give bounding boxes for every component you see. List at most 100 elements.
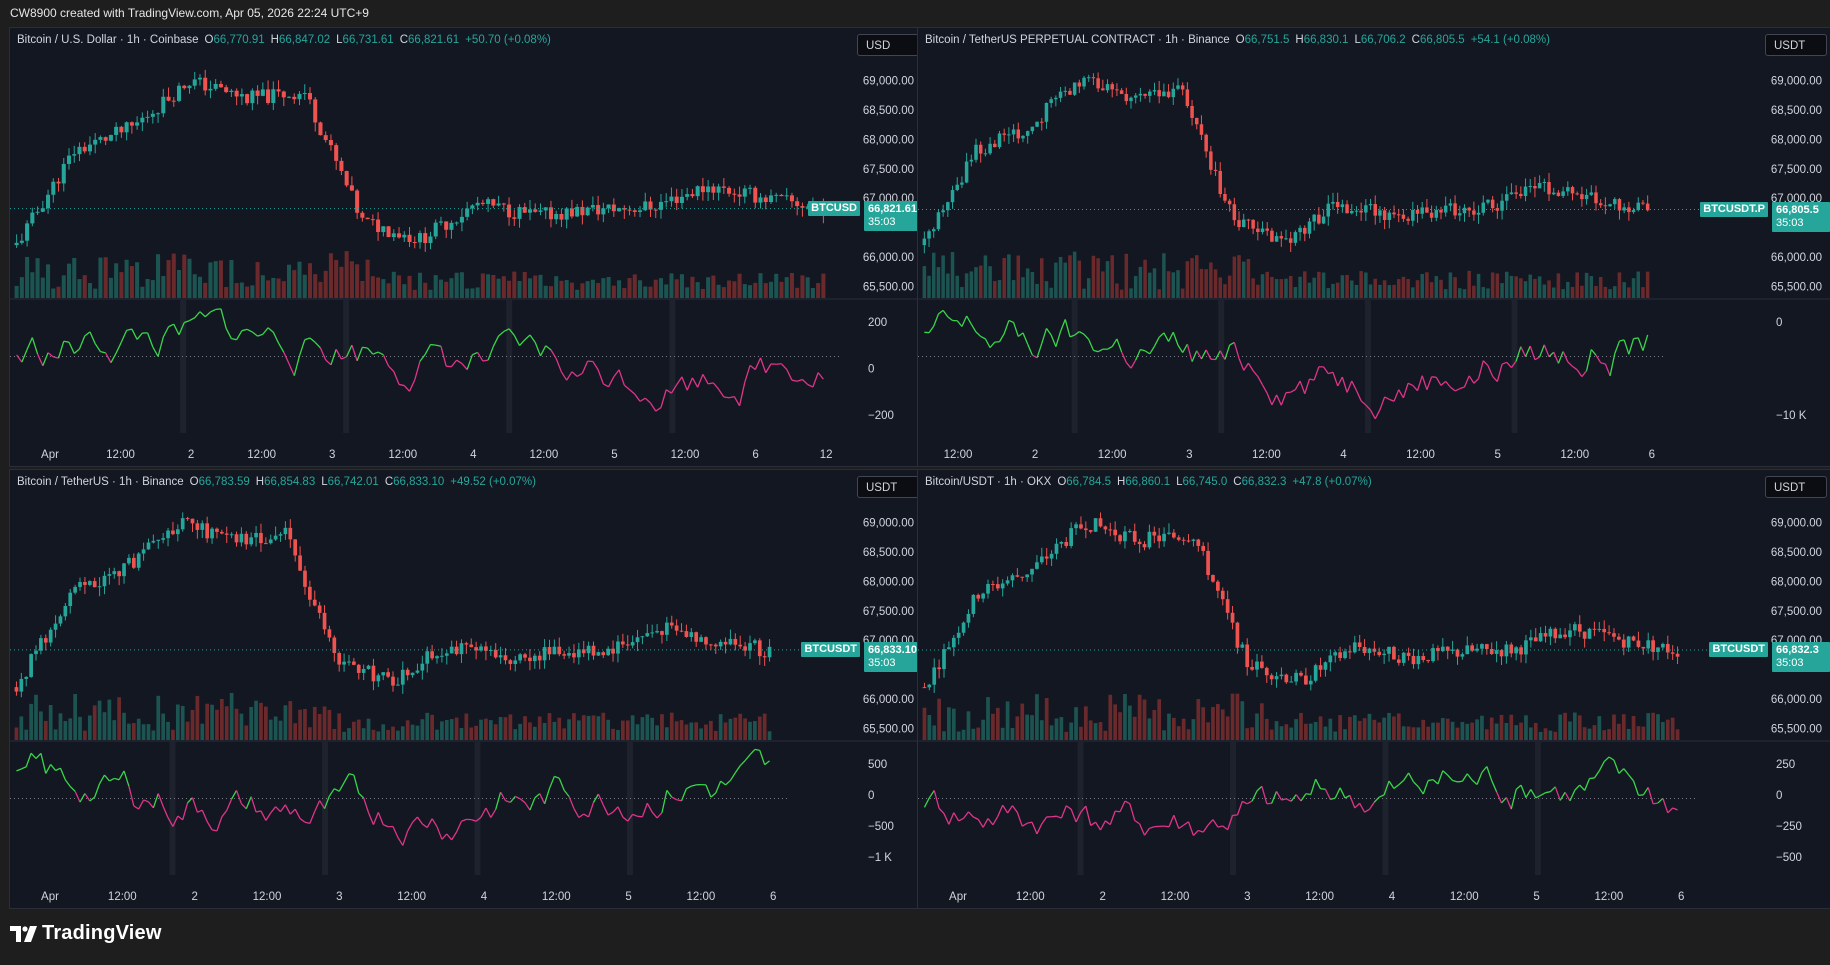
oscillator-segment: [1576, 369, 1583, 377]
symbol-legend: Bitcoin / U.S. Dollar · 1h · Coinbase O66…: [17, 34, 551, 46]
currency-button[interactable]: USDT: [857, 476, 919, 498]
candle: [166, 87, 171, 102]
ohlc-value: 66,854.83: [264, 476, 316, 488]
time-tick-label: Apr: [41, 891, 59, 903]
volume-bar: [542, 722, 547, 740]
oscillator-segment: [231, 790, 238, 800]
oscillator-segment: [1242, 800, 1248, 805]
volume-bar: [533, 275, 538, 298]
volume-bar: [140, 286, 145, 298]
oscillator-segment: [1652, 802, 1659, 805]
ohlc-value: 66,832.3: [1241, 476, 1287, 488]
candle: [757, 638, 762, 665]
volume-bar: [1396, 279, 1401, 298]
candle: [1665, 635, 1670, 660]
last-price: 66,833.10: [868, 643, 917, 656]
currency-button[interactable]: USDT: [1765, 34, 1827, 56]
volume-bar: [474, 725, 478, 740]
oscillator-segment: [923, 797, 930, 808]
candle: [713, 643, 718, 654]
candle: [391, 229, 396, 241]
oscillator-segment: [691, 377, 699, 388]
oscillator-segment: [1111, 338, 1118, 347]
candle: [1646, 632, 1651, 654]
candle: [268, 534, 273, 545]
candle: [1547, 172, 1551, 202]
candle: [1186, 534, 1191, 543]
oscillator-segment: [1445, 380, 1451, 388]
oscillator-segment: [211, 829, 218, 832]
osc-tick-label: −500: [868, 821, 894, 833]
candle: [117, 570, 121, 586]
volume-bar: [102, 712, 107, 740]
volume-bar: [690, 276, 695, 298]
candle: [292, 93, 297, 104]
candle: [1137, 538, 1142, 553]
oscillator-segment: [255, 810, 262, 813]
oscillator-segment: [571, 371, 578, 377]
candle: [1543, 625, 1548, 643]
volume-bar: [517, 280, 522, 298]
oscillator-segment: [1281, 798, 1287, 801]
volume-bar: [229, 260, 234, 298]
currency-button[interactable]: USD: [857, 34, 919, 56]
time-tick-label: 12:00: [388, 449, 417, 461]
candle: [1368, 198, 1373, 210]
candle: [328, 134, 333, 151]
candle: [185, 516, 190, 521]
volume-bar: [1373, 278, 1377, 298]
oscillator-segment: [655, 407, 662, 412]
volume-bar: [1436, 722, 1440, 740]
candle: [1326, 195, 1331, 226]
price-chart-svg[interactable]: 69,000.0068,500.0068,000.0067,500.0067,0…: [918, 28, 1830, 466]
candle: [1152, 526, 1157, 544]
volume-bar: [981, 719, 985, 740]
oscillator-segment: [1064, 319, 1071, 338]
candle: [748, 635, 752, 659]
candle: [721, 178, 726, 194]
candle: [423, 227, 428, 252]
candle: [1434, 205, 1439, 222]
price-chart-svg[interactable]: 69,000.0068,500.0068,000.0067,500.0067,0…: [10, 470, 922, 908]
candle: [1083, 521, 1088, 539]
candle: [249, 532, 254, 547]
volume-bar: [538, 274, 543, 298]
volume-bar: [532, 726, 537, 740]
candle: [278, 532, 283, 542]
ohlc-key: C: [1233, 476, 1242, 488]
candle: [39, 634, 43, 655]
candle: [784, 187, 789, 201]
volume-bar: [643, 286, 648, 298]
candle: [1115, 83, 1119, 97]
oscillator-segment: [1149, 826, 1155, 829]
candle: [1063, 86, 1067, 97]
candle: [1138, 87, 1143, 102]
chart-panel[interactable]: 69,000.0068,500.0068,000.0067,500.0067,0…: [917, 469, 1830, 909]
candle: [438, 216, 443, 226]
volume-bar: [208, 262, 213, 298]
oscillator-segment: [560, 371, 568, 381]
candle: [381, 226, 386, 237]
oscillator-segment: [382, 354, 390, 367]
candle: [1110, 82, 1114, 98]
oscillator-segment: [403, 385, 411, 392]
currency-button[interactable]: USDT: [1765, 476, 1827, 498]
candle: [332, 635, 337, 662]
oscillator-segment: [1355, 390, 1362, 402]
oscillator-segment: [1088, 339, 1095, 351]
oscillator-segment: [304, 337, 311, 341]
chart-panel[interactable]: 69,000.0068,500.0068,000.0067,500.0067,0…: [9, 469, 923, 909]
candle: [1265, 222, 1269, 236]
price-chart-svg[interactable]: 69,000.0068,500.0068,000.0067,500.0067,0…: [10, 28, 922, 466]
candle: [366, 664, 371, 670]
price-tick-label: 68,500.00: [863, 547, 914, 559]
oscillator-segment: [634, 393, 641, 402]
ohlc-value: 66,860.1: [1125, 476, 1171, 488]
oscillator-segment: [1398, 779, 1405, 786]
volume-bar: [700, 288, 705, 298]
volume-bar: [557, 717, 562, 740]
price-chart-svg[interactable]: 69,000.0068,500.0068,000.0067,500.0067,0…: [918, 470, 1830, 908]
oscillator-segment: [1574, 784, 1581, 791]
